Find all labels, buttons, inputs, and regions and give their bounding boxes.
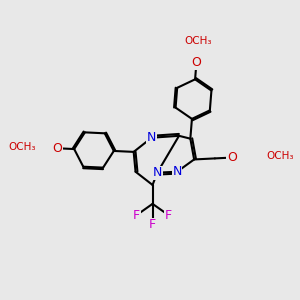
Text: F: F — [133, 209, 140, 222]
Text: N: N — [153, 166, 162, 179]
Text: O: O — [191, 56, 201, 69]
Text: OCH₃: OCH₃ — [184, 36, 212, 46]
Text: O: O — [52, 142, 62, 155]
Text: O: O — [227, 151, 237, 164]
Text: OCH₃: OCH₃ — [267, 151, 294, 161]
Text: F: F — [165, 209, 172, 222]
Text: F: F — [149, 218, 156, 231]
Text: OCH₃: OCH₃ — [8, 142, 35, 152]
Text: N: N — [147, 131, 156, 144]
Text: N: N — [172, 165, 182, 178]
